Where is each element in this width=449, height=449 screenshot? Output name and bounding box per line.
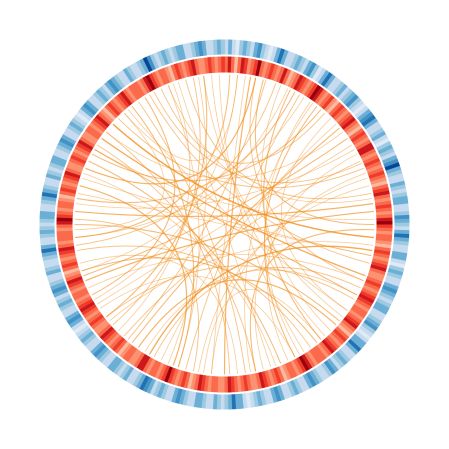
outer-ring-segment xyxy=(394,223,409,227)
chord-link xyxy=(132,128,339,343)
outer-ring-segment xyxy=(394,219,409,223)
chord-link xyxy=(75,204,373,217)
inner-ring-segment xyxy=(57,224,73,228)
outer-ring-segment xyxy=(40,222,55,226)
inner-ring-segment xyxy=(224,376,228,392)
chord-link xyxy=(255,173,366,369)
inner-ring-segment xyxy=(376,221,392,225)
chord-link xyxy=(75,225,340,321)
outer-ring-segment xyxy=(40,226,55,230)
inner-ring-segment xyxy=(221,57,225,73)
chord-link xyxy=(245,103,313,372)
outer-ring-segment xyxy=(224,394,228,409)
chord-link xyxy=(261,85,330,330)
links-layer xyxy=(75,75,375,375)
outer-ring-segment xyxy=(221,39,225,54)
